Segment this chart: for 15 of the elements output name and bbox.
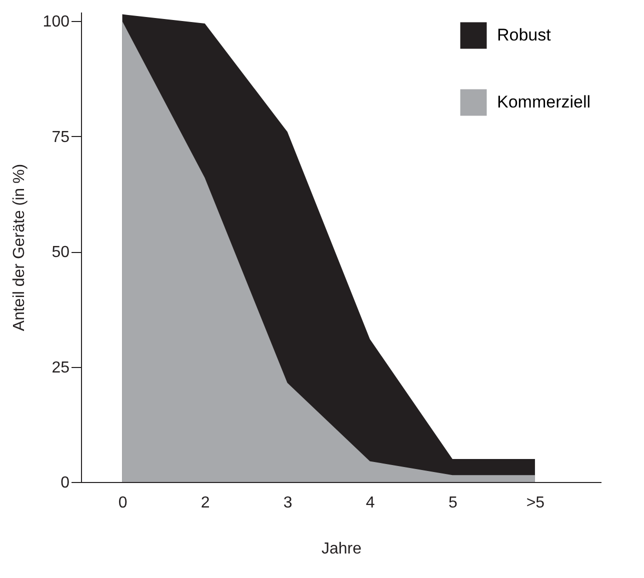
y-tick-label: 100 <box>42 14 70 31</box>
x-tick-label: 0 <box>118 494 128 512</box>
y-tick-label: 0 <box>60 474 70 492</box>
legend-label: Robust <box>497 26 552 44</box>
legend-label: Kommerziell <box>497 92 591 112</box>
y-tick-label: 50 <box>52 244 70 262</box>
x-tick-label: 3 <box>283 494 292 512</box>
x-tick-label: >5 <box>526 494 545 512</box>
x-tick-label: 4 <box>366 494 375 512</box>
y-tick-label: 75 <box>52 128 70 146</box>
x-axis-title: Jahre <box>321 540 362 558</box>
x-tick-label: 5 <box>448 494 458 512</box>
x-tick-label: 2 <box>200 494 210 512</box>
y-axis-title: Anteil der Geräte (in %) <box>10 164 28 332</box>
y-tick-label: 25 <box>52 359 70 376</box>
